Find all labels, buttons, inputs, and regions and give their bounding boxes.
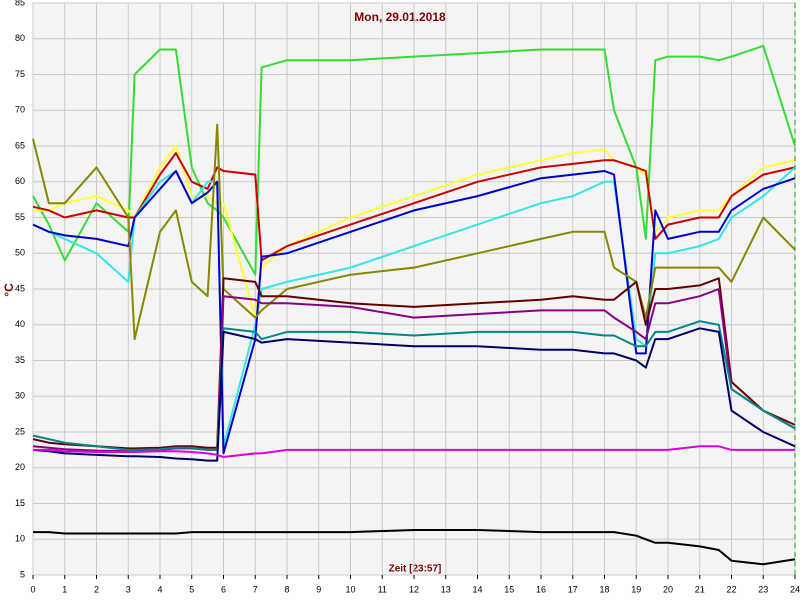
y-tick-label: 10 (15, 534, 25, 544)
y-tick-label: 80 (15, 33, 25, 43)
x-tick-label: 17 (568, 584, 578, 594)
y-tick-label: 20 (15, 462, 25, 472)
series-line (32, 277, 796, 450)
x-tick-label: 4 (157, 584, 162, 594)
y-tick-label: 60 (15, 176, 25, 186)
y-tick-label: 65 (15, 140, 25, 150)
x-tick-label: 19 (631, 584, 641, 594)
x-tick-label: 24 (790, 584, 800, 594)
x-tick-label: 13 (441, 584, 451, 594)
y-tick-label: 45 (15, 283, 25, 293)
x-tick-label: 9 (316, 584, 321, 594)
x-tick-label: 3 (126, 584, 131, 594)
x-tick-label: 20 (663, 584, 673, 594)
x-tick-label: 15 (504, 584, 514, 594)
y-tick-label: 5 (20, 569, 25, 579)
series-line (32, 170, 796, 455)
x-tick-label: 12 (409, 584, 419, 594)
y-axis-label: °C (2, 283, 16, 297)
x-tick-label: 23 (758, 584, 768, 594)
series-line (33, 529, 796, 566)
x-tick-label: 6 (221, 584, 226, 594)
y-tick-label: 85 (15, 0, 25, 7)
x-tick-label: 0 (30, 584, 35, 594)
chart-title: Mon, 29.01.2018 (354, 10, 446, 24)
series-line (32, 123, 796, 341)
x-tick-label: 11 (378, 584, 387, 594)
x-tick-label: 22 (726, 584, 736, 594)
y-tick-label: 50 (15, 248, 25, 258)
x-axis-label: Zeit [23:57] (389, 564, 442, 575)
y-tick-label: 75 (15, 69, 25, 79)
y-tick-label: 25 (15, 426, 25, 436)
series-line (32, 327, 796, 462)
x-tick-label: 1 (62, 584, 67, 594)
y-tick-label: 40 (15, 319, 25, 329)
x-tick-label: 21 (695, 584, 705, 594)
x-tick-label: 16 (536, 584, 546, 594)
y-tick-label: 30 (15, 391, 25, 401)
series-line (33, 445, 795, 458)
y-tick-label: 15 (15, 498, 25, 508)
x-tick-label: 18 (599, 584, 609, 594)
y-tick-label: 70 (15, 105, 25, 115)
x-tick-label: 2 (94, 584, 99, 594)
series-line (32, 44, 796, 276)
y-tick-label: 35 (15, 355, 25, 365)
x-tick-label: 14 (472, 584, 482, 594)
y-tick-label: 55 (15, 212, 25, 222)
x-tick-label: 10 (345, 584, 355, 594)
x-tick-label: 8 (284, 584, 289, 594)
x-tick-label: 7 (253, 584, 258, 594)
x-tick-label: 5 (189, 584, 194, 594)
series-line (32, 320, 796, 451)
